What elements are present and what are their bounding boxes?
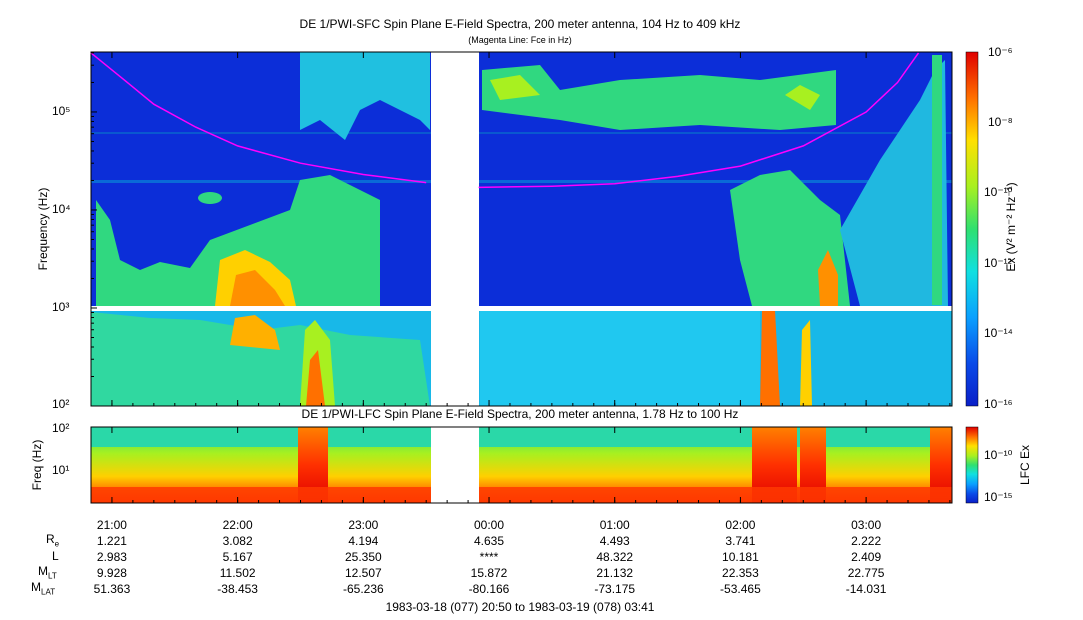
ephem-mlt-value: 21.132 bbox=[596, 566, 634, 580]
sfc-emission-right-upper bbox=[482, 65, 836, 130]
ephem-l-value: 10.181 bbox=[722, 550, 759, 564]
ephem-mlt-value: 22.353 bbox=[722, 566, 759, 580]
sfc-emission-left bbox=[96, 175, 380, 306]
ephem-mlat-value: -80.166 bbox=[468, 582, 510, 596]
ephem-time-value: 21:00 bbox=[96, 518, 127, 532]
ephem-label-mlt: MLT bbox=[38, 564, 57, 581]
ephem-mlt-value: 22.775 bbox=[847, 566, 885, 580]
sfc-freq-gap bbox=[91, 306, 952, 311]
lfc-data-gap bbox=[431, 427, 479, 503]
ephem-time-value: 23:00 bbox=[348, 518, 379, 532]
sfc-data-gap bbox=[431, 52, 479, 406]
sfc-ylabel: Frequency (Hz) bbox=[36, 187, 50, 271]
lfc-ytick-label: 10¹ bbox=[52, 463, 70, 477]
sfc-cbar-tick: 10⁻¹⁰ bbox=[984, 185, 1013, 199]
sfc-colorbar-label: Ex (V² m⁻² Hz⁻¹) bbox=[1004, 182, 1018, 272]
ephem-mlat-value: -38.453 bbox=[217, 582, 258, 596]
sfc-cbar-tick: 10⁻⁸ bbox=[988, 115, 1013, 129]
ephem-time-value: 22:00 bbox=[222, 518, 253, 532]
sfc-spectrogram bbox=[91, 52, 952, 406]
ephem-time-value: 00:00 bbox=[474, 518, 505, 532]
ephem-time-value: 03:00 bbox=[851, 518, 882, 532]
ephem-re-value: 3.741 bbox=[725, 534, 756, 548]
sfc-cbar-tick: 10⁻¹⁶ bbox=[984, 397, 1013, 411]
ephem-l-value: 2.983 bbox=[96, 550, 127, 564]
ephem-l-value: 5.167 bbox=[222, 550, 253, 564]
ephem-time-value: 02:00 bbox=[725, 518, 756, 532]
ephem-re-value: 2.222 bbox=[851, 534, 882, 548]
ephem-re-value: 3.082 bbox=[222, 534, 253, 548]
top-panel-subtitle: (Magenta Line: Fce in Hz) bbox=[468, 35, 572, 45]
lfc-spectrogram bbox=[91, 427, 952, 503]
time-range: 1983-03-18 (077) 20:50 to 1983-03-19 (07… bbox=[385, 600, 655, 614]
ephem-label-l: L bbox=[52, 549, 59, 563]
ephem-label-re: Re bbox=[46, 532, 60, 549]
lfc-cbar-tick: 10⁻¹⁰ bbox=[984, 448, 1013, 462]
axis-ticks bbox=[91, 52, 951, 503]
top-panel-title: DE 1/PWI-SFC Spin Plane E-Field Spectra,… bbox=[299, 17, 741, 31]
lfc-ytick-label: 10² bbox=[52, 421, 70, 435]
lfc-cbar-tick: 10⁻¹⁵ bbox=[984, 490, 1013, 504]
sfc-ytick-label: 10² bbox=[52, 397, 70, 411]
lfc-colorbar bbox=[965, 426, 979, 504]
lfc-ylabel: Freq (Hz) bbox=[30, 439, 44, 491]
ephem-l-value: 2.409 bbox=[851, 550, 882, 564]
ephem-re-value: 1.221 bbox=[96, 534, 127, 548]
ephem-re-value: 4.493 bbox=[599, 534, 630, 548]
ephem-label-mlat: MLAT bbox=[31, 580, 56, 597]
sfc-low-band-right bbox=[480, 310, 760, 406]
ephem-l-value: 25.350 bbox=[344, 550, 382, 564]
ephem-mlat-value: -53.465 bbox=[720, 582, 761, 596]
ephem-re-value: 4.635 bbox=[474, 534, 505, 548]
fce-line bbox=[90, 52, 920, 189]
ephem-mlt-value: 15.872 bbox=[470, 566, 508, 580]
ephem-l-value: **** bbox=[479, 550, 499, 564]
lfc-colorbar-label: LFC Ex bbox=[1018, 445, 1032, 486]
bottom-panel-title: DE 1/PWI-LFC Spin Plane E-Field Spectra,… bbox=[301, 407, 739, 421]
ephem-time-value: 01:00 bbox=[599, 518, 630, 532]
sfc-colorbar bbox=[965, 51, 979, 407]
ephem-mlat-value: -73.175 bbox=[594, 582, 636, 596]
sfc-ytick-label: 10⁴ bbox=[52, 202, 71, 216]
ephem-mlat-value: 51.363 bbox=[93, 582, 131, 596]
ephem-mlat-value: -14.031 bbox=[845, 582, 887, 596]
lfc-frame bbox=[90, 426, 953, 504]
sfc-cbar-tick: 10⁻⁶ bbox=[988, 45, 1013, 59]
ephem-mlt-value: 12.507 bbox=[344, 566, 382, 580]
ephem-re-value: 4.194 bbox=[348, 534, 379, 548]
ephem-mlat-value: -65.236 bbox=[342, 582, 384, 596]
sfc-frame bbox=[90, 51, 953, 407]
sfc-ytick-label: 10³ bbox=[52, 300, 70, 314]
sfc-cbar-tick: 10⁻¹⁴ bbox=[984, 326, 1013, 340]
sfc-cbar-tick: 10⁻¹² bbox=[984, 256, 1012, 270]
ephem-mlt-value: 11.502 bbox=[219, 566, 256, 580]
ephem-l-value: 48.322 bbox=[596, 550, 634, 564]
sfc-ytick-label: 10⁵ bbox=[52, 104, 71, 118]
ephem-mlt-value: 9.928 bbox=[96, 566, 127, 580]
